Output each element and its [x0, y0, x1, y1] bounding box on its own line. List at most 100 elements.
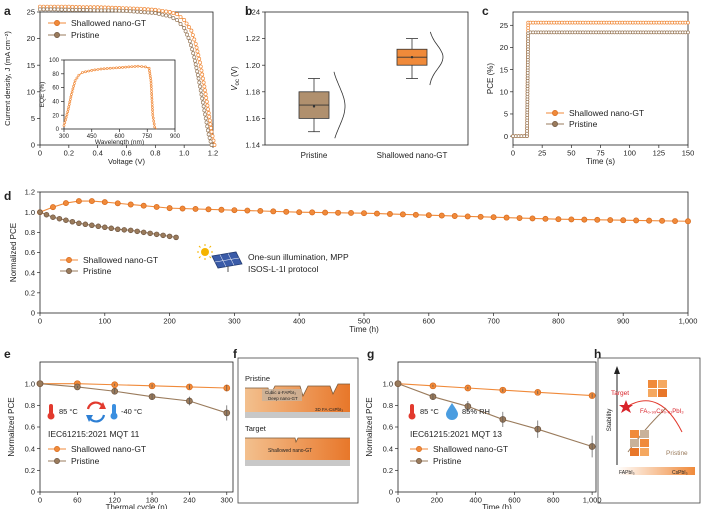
- x-tick-label: 0: [511, 149, 515, 158]
- data-point: [50, 204, 56, 211]
- panel-f-frame: [237, 357, 359, 504]
- data-point: [134, 228, 140, 235]
- x-tick-label: 300: [221, 496, 234, 505]
- data-point: [56, 7, 60, 12]
- x-axis-label: Thermal cycle (n): [106, 503, 168, 509]
- y-tick-label: 1.14: [245, 141, 260, 150]
- x-tick-label: 100: [99, 317, 112, 326]
- data-point: [110, 8, 115, 13]
- y-tick-label: 0.2: [383, 466, 393, 475]
- data-point: [208, 122, 213, 127]
- data-point: [516, 215, 523, 221]
- y-tick-label: 80: [52, 72, 59, 78]
- data-point: [167, 10, 172, 14]
- panel-b-voc-boxplot: 1.14 1.16 1.18 1.20 1.22 1.24 Voc (V) Pristine S…: [230, 8, 469, 160]
- pristine-lattice-icon: [630, 430, 649, 456]
- data-point: [685, 218, 691, 225]
- y-tick-label: 0.4: [25, 444, 35, 453]
- data-point: [88, 8, 93, 13]
- y-tick-label: 0.4: [25, 268, 35, 277]
- perovskite-layer-target: [245, 438, 350, 460]
- y-tick-label: 0: [31, 488, 35, 497]
- legend-marker: [552, 110, 558, 116]
- data-point: [95, 223, 102, 230]
- y-tick-label: 1.0: [25, 208, 35, 217]
- data-point: [131, 9, 136, 14]
- eqe-point: [90, 68, 94, 72]
- data-point: [244, 207, 251, 214]
- y-axis-label: Normalized PCE: [9, 223, 18, 282]
- data-point: [190, 47, 195, 52]
- data-point: [140, 229, 147, 236]
- y-tick-label: 0.6: [383, 423, 393, 432]
- data-point: [195, 49, 200, 54]
- data-point: [88, 198, 95, 205]
- data-point: [95, 5, 100, 10]
- eqe-point: [148, 69, 151, 73]
- data-point: [203, 88, 207, 93]
- y-axis-label: Normalized PCE: [7, 397, 16, 456]
- panel-e-standard-label: IEC61215:2021 MQT 11: [48, 429, 140, 439]
- y-tick-label: 1.22: [245, 34, 260, 43]
- data-point: [153, 203, 160, 210]
- distribution-curve: [429, 31, 444, 86]
- data-point: [69, 218, 76, 225]
- eqe-point: [150, 100, 154, 104]
- data-point: [160, 232, 166, 239]
- panel-d-stability-chart: 0 100 200 300 400 500 600 700 800 900 1,000 0 0.2 0.4…: [9, 188, 697, 334]
- x-tick-label: 900: [617, 317, 630, 326]
- data-point: [149, 7, 154, 12]
- legend-marker: [54, 458, 60, 464]
- data-point: [438, 212, 445, 219]
- panel-label-d: d: [4, 189, 11, 203]
- y-tick-label: 0.6: [25, 423, 35, 432]
- data-point: [117, 8, 122, 13]
- data-point: [50, 214, 56, 220]
- y-tick-label: 0: [389, 488, 393, 497]
- data-point: [207, 114, 212, 119]
- data-point: [178, 15, 183, 20]
- data-point: [193, 58, 197, 63]
- thermometer-hot-icon: [47, 404, 55, 420]
- eqe-point: [73, 79, 77, 83]
- data-point: [189, 43, 193, 48]
- data-point: [62, 200, 69, 207]
- data-point: [555, 216, 562, 223]
- legend-marker: [66, 268, 72, 274]
- data-point: [187, 39, 192, 44]
- data-point: [206, 128, 210, 133]
- data-point: [127, 201, 134, 208]
- data-point: [206, 111, 211, 116]
- x-tick-label: 200: [163, 317, 176, 326]
- series-line: [513, 22, 688, 137]
- data-point: [335, 209, 342, 216]
- data-point: [66, 7, 71, 12]
- data-point: [56, 215, 63, 222]
- eqe-point: [149, 82, 153, 85]
- x-tick-label: 0.4: [92, 149, 102, 158]
- eqe-point: [71, 87, 75, 91]
- eqe-point: [136, 64, 140, 68]
- x-tick-label: 300: [59, 134, 70, 140]
- data-point: [124, 8, 129, 13]
- data-point: [490, 214, 497, 221]
- eqe-point: [67, 105, 71, 109]
- y-tick-label: 10: [500, 87, 508, 96]
- data-point: [153, 231, 160, 238]
- legend-label: Pristine: [433, 456, 462, 466]
- data-point: [208, 139, 213, 144]
- legend-label: Shallowed nano-GT: [71, 18, 146, 28]
- data-point: [196, 53, 201, 58]
- y-tick-label: 20: [500, 43, 508, 52]
- eqe-point: [66, 110, 70, 114]
- series-line: [39, 383, 227, 414]
- y-tick-label: 40: [52, 100, 59, 106]
- data-point: [167, 14, 172, 19]
- y-axis-label: PCE (%): [486, 63, 495, 94]
- x-tick-label: 600: [508, 496, 521, 505]
- panel-g-temp-label: 85 °C: [420, 407, 439, 416]
- data-point: [99, 8, 104, 13]
- target-star-icon: [619, 400, 633, 413]
- eqe-point: [108, 66, 112, 70]
